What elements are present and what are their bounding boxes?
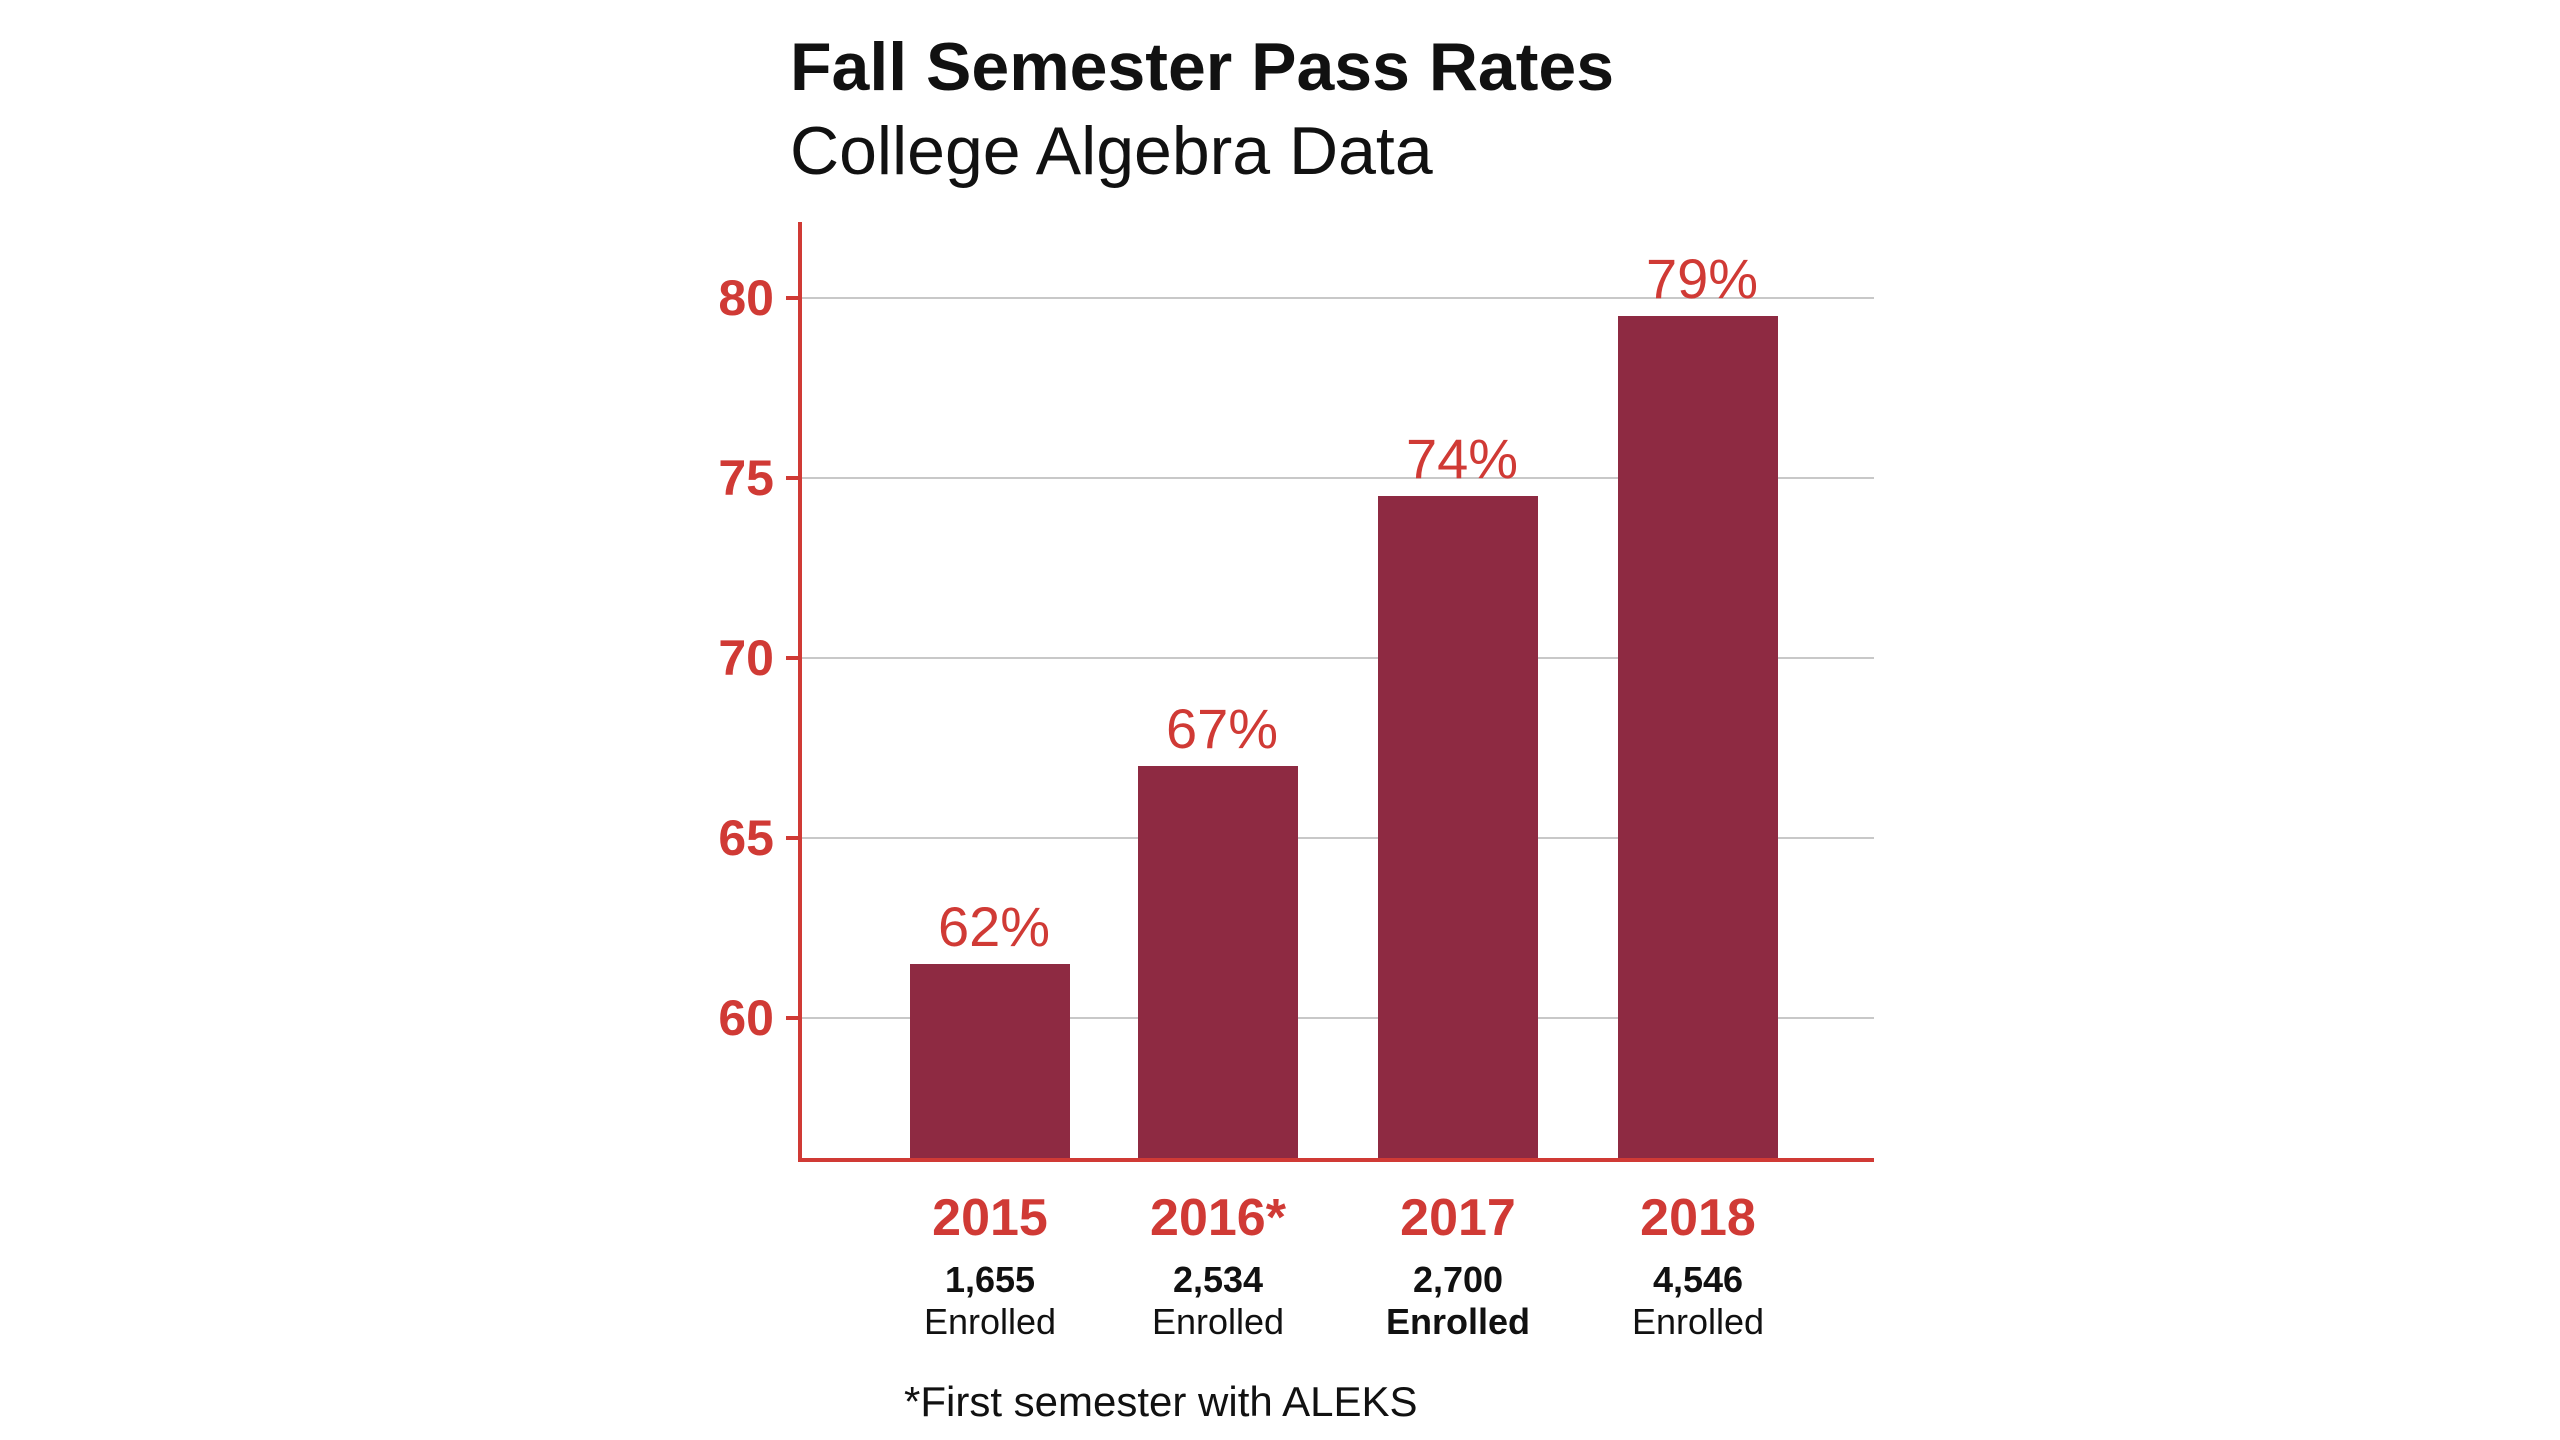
enrollment-label: Enrolled xyxy=(924,1301,1056,1342)
y-tick-label: 75 xyxy=(718,450,774,506)
y-tick-label: 80 xyxy=(718,270,774,326)
x-tick-label: 2017 xyxy=(1400,1189,1516,1247)
bar-value-label: 79% xyxy=(1646,247,1758,310)
enrollment-label: Enrolled xyxy=(1386,1301,1530,1342)
bar-value-label: 74% xyxy=(1406,427,1518,490)
enrollment-label: Enrolled xyxy=(1152,1301,1284,1342)
x-tick-label: 2018 xyxy=(1640,1189,1756,1247)
bar xyxy=(1378,496,1538,1160)
enrollment-label: Enrolled xyxy=(1632,1301,1764,1342)
bar xyxy=(1138,766,1298,1160)
y-tick-label: 70 xyxy=(718,630,774,686)
enrollment-count: 4,546 xyxy=(1653,1259,1743,1300)
enrollment-count: 1,655 xyxy=(945,1259,1035,1300)
bar-value-label: 67% xyxy=(1166,697,1278,760)
x-tick-label: 2016* xyxy=(1150,1189,1287,1247)
bar xyxy=(910,964,1070,1160)
chart-title: Fall Semester Pass Rates xyxy=(790,29,1615,105)
bar-value-label: 62% xyxy=(938,895,1050,958)
y-tick-label: 65 xyxy=(718,810,774,866)
axes xyxy=(786,222,1874,1162)
enrollment-count: 2,534 xyxy=(1173,1259,1263,1300)
bar xyxy=(1618,316,1778,1160)
y-tick-label: 60 xyxy=(718,990,774,1046)
bars xyxy=(910,316,1778,1160)
labels: 606570758062%67%74%79%20151,655Enrolled2… xyxy=(718,247,1764,1342)
x-tick-label: 2015 xyxy=(932,1189,1048,1247)
enrollment-count: 2,700 xyxy=(1413,1259,1503,1300)
chart-subtitle: College Algebra Data xyxy=(790,113,1433,189)
footnote: *First semester with ALEKS xyxy=(904,1378,1418,1425)
